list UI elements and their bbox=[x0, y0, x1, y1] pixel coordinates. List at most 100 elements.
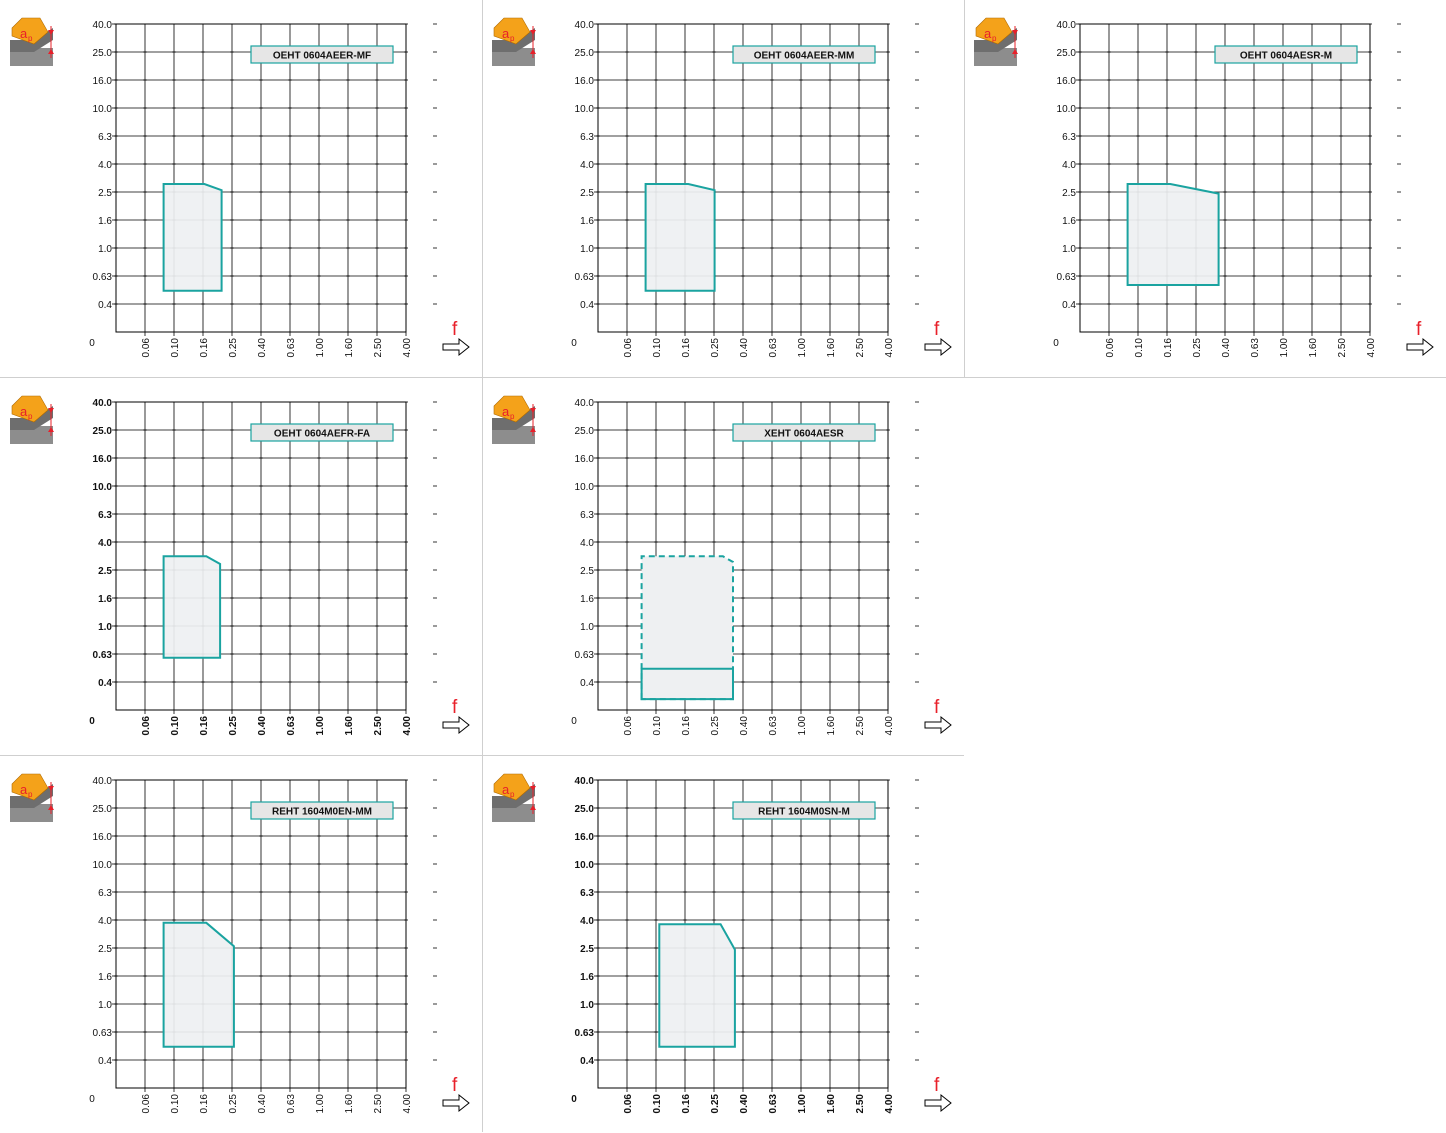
application-area bbox=[162, 183, 223, 292]
y-tick-label: 4.0 bbox=[580, 538, 594, 549]
chart-title: OEHT 0604AEER-MF bbox=[273, 51, 371, 62]
arrow-head-top bbox=[48, 786, 54, 791]
x-tick-label: 1.60 bbox=[344, 716, 355, 736]
y-tick-label: 40.0 bbox=[575, 20, 595, 31]
y-tick-label: 10.0 bbox=[575, 482, 595, 493]
feed-arrow-icon bbox=[442, 337, 470, 357]
origin-label: 0 bbox=[89, 716, 95, 727]
title-box-frame bbox=[732, 45, 876, 64]
x-tick-label: 0.16 bbox=[681, 1094, 692, 1114]
icon-label-p: p bbox=[28, 790, 33, 799]
x-tick-label: 0.40 bbox=[739, 1094, 750, 1114]
arrow-head-top bbox=[530, 786, 536, 791]
y-tick-label: 1.0 bbox=[98, 622, 112, 633]
title-box-frame bbox=[250, 801, 394, 820]
workpiece-shape bbox=[492, 804, 535, 822]
chart-title-box: OEHT 0604AESR-M bbox=[1214, 45, 1358, 64]
y-tick-label: 25.0 bbox=[575, 804, 595, 815]
chart-title-box: XEHT 0604AESR bbox=[732, 423, 876, 442]
application-area-dashed bbox=[640, 555, 734, 701]
arrow-head-top bbox=[48, 30, 54, 35]
x-tick-label: 4.00 bbox=[1366, 338, 1377, 358]
insert-shape bbox=[11, 773, 49, 801]
y-tick-label: 0.63 bbox=[575, 272, 595, 283]
y-tick-label: 2.5 bbox=[98, 944, 112, 955]
icon-label-a: a bbox=[502, 782, 510, 797]
y-tick-label: 25.0 bbox=[93, 48, 113, 59]
y-tick-label: 10.0 bbox=[1057, 104, 1077, 115]
x-tick-label: 0.10 bbox=[170, 716, 181, 736]
y-tick-label: 25.0 bbox=[93, 426, 113, 437]
feed-arrow-icon bbox=[1406, 337, 1434, 357]
y-tick-label: 10.0 bbox=[575, 860, 595, 871]
x-tick-label: 2.50 bbox=[373, 338, 384, 358]
y-tick-label: 1.0 bbox=[580, 622, 594, 633]
chart-svg: a p 0.4 0.63 1.0 1.6 2.5 4.0 6.3 10.0 16.0 25.0 40.0… bbox=[492, 395, 952, 736]
y-tick-label: 2.5 bbox=[580, 944, 594, 955]
x-tick-label: 0.63 bbox=[286, 338, 297, 358]
x-tick-label: 4.00 bbox=[884, 716, 895, 736]
y-tick-label: 16.0 bbox=[93, 454, 113, 465]
arrow-head-top bbox=[1012, 30, 1018, 35]
x-tick-label: 0.10 bbox=[652, 716, 663, 736]
icon-label-a: a bbox=[20, 782, 28, 797]
insert-shape bbox=[11, 17, 49, 45]
y-tick-label: 25.0 bbox=[575, 426, 595, 437]
chart-panel: a p 0.4 0.63 1.0 1.6 2.5 4.0 6.3 10.0 16.0 25.0 40.0… bbox=[482, 756, 964, 1133]
y-tick-label: 1.0 bbox=[1062, 244, 1076, 255]
x-tick-label: 0.63 bbox=[286, 716, 297, 736]
insert-shape bbox=[975, 17, 1013, 45]
feed-arrow-icon bbox=[442, 1093, 470, 1113]
feed-arrow-icon bbox=[924, 715, 952, 735]
x-tick-label: 0.25 bbox=[228, 1094, 239, 1114]
y-tick-label: 16.0 bbox=[575, 832, 595, 843]
x-tick-label: 0.63 bbox=[768, 1094, 779, 1114]
chart-svg: a p 0.4 0.63 1.0 1.6 2.5 4.0 6.3 10.0 16.0 25.0 40.0… bbox=[10, 395, 470, 736]
x-tick-label: 0.63 bbox=[768, 338, 779, 358]
icon-label-p: p bbox=[28, 34, 33, 43]
x-tick-label: 0.16 bbox=[681, 338, 692, 358]
x-tick-label: 1.60 bbox=[1308, 338, 1319, 358]
chart-title-box: OEHT 0604AEER-MM bbox=[732, 45, 876, 64]
y-tick-label: 6.3 bbox=[1062, 132, 1076, 143]
icon-label-p: p bbox=[510, 790, 515, 799]
y-tick-label: 4.0 bbox=[580, 160, 594, 171]
chart-title: OEHT 0604AESR-M bbox=[1240, 51, 1332, 62]
x-tick-label: 0.40 bbox=[257, 1094, 268, 1114]
x-tick-label: 1.00 bbox=[1279, 338, 1290, 358]
x-tick-label: 2.50 bbox=[855, 716, 866, 736]
y-tick-label: 2.5 bbox=[580, 188, 594, 199]
y-tick-label: 1.0 bbox=[580, 244, 594, 255]
y-tick-label: 0.63 bbox=[93, 272, 113, 283]
x-tick-label: 0.16 bbox=[199, 1094, 210, 1114]
x-tick-label: 2.50 bbox=[855, 1094, 866, 1114]
chart-title: OEHT 0604AEER-MM bbox=[754, 51, 855, 62]
icon-label-a: a bbox=[502, 26, 510, 41]
arrow-head-bottom bbox=[530, 427, 536, 432]
x-tick-label: 1.60 bbox=[826, 338, 837, 358]
title-box-frame bbox=[250, 423, 394, 442]
y-tick-label: 10.0 bbox=[93, 482, 113, 493]
y-tick-label: 0.4 bbox=[98, 678, 112, 689]
application-area bbox=[658, 923, 736, 1048]
y-tick-label: 0.4 bbox=[98, 1056, 112, 1067]
x-tick-label: 0.06 bbox=[1105, 338, 1116, 358]
x-tick-label: 4.00 bbox=[402, 1094, 413, 1114]
x-tick-label: 4.00 bbox=[884, 1094, 895, 1114]
application-area bbox=[1126, 183, 1220, 286]
title-box-frame bbox=[1214, 45, 1358, 64]
y-tick-label: 1.6 bbox=[98, 594, 112, 605]
x-tick-label: 0.10 bbox=[652, 1094, 663, 1114]
y-tick-label: 1.6 bbox=[98, 216, 112, 227]
application-area bbox=[644, 183, 716, 292]
origin-label: 0 bbox=[571, 338, 577, 349]
y-tick-label: 6.3 bbox=[580, 132, 594, 143]
x-tick-label: 0.25 bbox=[228, 338, 239, 358]
chart-panel: a p 0.4 0.63 1.0 1.6 2.5 4.0 6.3 10.0 16.0 25.0 40.0… bbox=[0, 378, 482, 755]
chart-svg: a p 0.4 0.63 1.0 1.6 2.5 4.0 6.3 10.0 16.0 25.0 40.0… bbox=[974, 17, 1434, 358]
workpiece-shape bbox=[492, 48, 535, 66]
x-tick-label: 0.06 bbox=[623, 1094, 634, 1114]
y-tick-label: 25.0 bbox=[93, 804, 113, 815]
x-tick-label: 2.50 bbox=[373, 1094, 384, 1114]
